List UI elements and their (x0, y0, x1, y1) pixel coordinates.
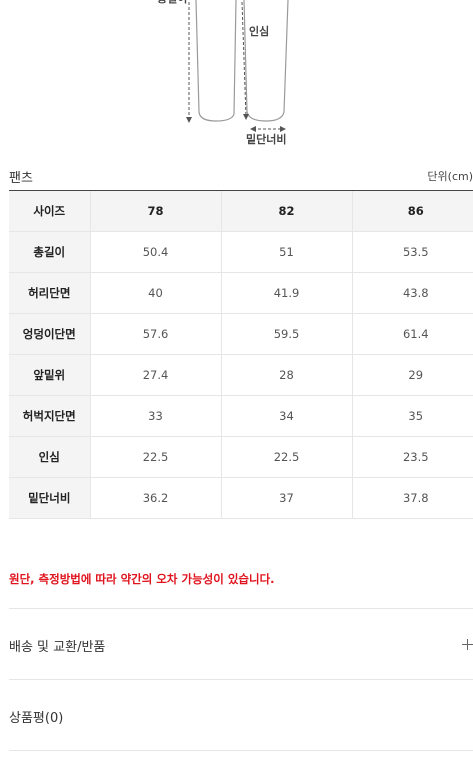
header-cell: 78 (89, 191, 221, 232)
table-cell: 27.4 (89, 354, 221, 396)
measurement-notice: 원단, 측정방법에 따라 약간의 오차 가능성이 있습니다. (9, 572, 275, 586)
table-cell: 23.5 (351, 436, 473, 478)
table-row: 총길이 50.4 51 53.5 (9, 231, 473, 273)
row-label: 엉덩이단면 (9, 313, 90, 355)
plus-icon[interactable] (462, 639, 473, 650)
reviews-accordion-label: 상품평(0) (9, 711, 64, 726)
divider (9, 679, 473, 680)
divider (9, 750, 473, 751)
table-top-rule (9, 190, 473, 191)
shipping-accordion[interactable]: 배송 및 교환/반품 (0, 609, 473, 679)
unit-label: 단위(cm) (427, 170, 473, 183)
header-cell: 사이즈 (9, 191, 90, 232)
table-cell: 37.8 (351, 477, 473, 519)
row-label: 총길이 (9, 231, 90, 273)
hem-width-label: 밑단너비 (246, 133, 287, 146)
table-cell: 34 (220, 395, 352, 437)
table-cell: 51 (220, 231, 352, 273)
header-cell: 86 (351, 191, 473, 232)
table-row: 허리단면 40 41.9 43.8 (9, 272, 473, 314)
table-cell: 22.5 (89, 436, 221, 478)
divider (9, 608, 473, 609)
table-cell: 57.6 (89, 313, 221, 355)
table-cell: 53.5 (351, 231, 473, 273)
table-row: 인심 22.5 22.5 23.5 (9, 436, 473, 478)
row-label: 허리단면 (9, 272, 90, 314)
table-row: 앞밑위 27.4 28 29 (9, 354, 473, 396)
inseam-label: 인심 (249, 25, 270, 38)
table-cell: 35 (351, 395, 473, 437)
total-length-label: 총길이 (157, 0, 188, 4)
pants-diagram: 총길이 인심 밑단너비 (0, 0, 473, 160)
table-row: 허벅지단면 33 34 35 (9, 395, 473, 437)
row-label: 앞밑위 (9, 354, 90, 396)
header-cell: 82 (220, 191, 352, 232)
table-cell: 41.9 (220, 272, 352, 314)
shipping-accordion-label: 배송 및 교환/반품 (9, 640, 106, 655)
table-row: 엉덩이단면 57.6 59.5 61.4 (9, 313, 473, 355)
row-label: 인심 (9, 436, 90, 478)
table-cell: 40 (89, 272, 221, 314)
row-label: 밑단너비 (9, 477, 90, 519)
table-cell: 33 (89, 395, 221, 437)
table-row: 밑단너비 36.2 37 37.8 (9, 477, 473, 519)
reviews-accordion[interactable]: 상품평(0) (0, 680, 473, 750)
table-cell: 59.5 (220, 313, 352, 355)
size-section-header: 팬츠 단위(cm) (9, 167, 473, 189)
table-cell: 43.8 (351, 272, 473, 314)
table-cell: 36.2 (89, 477, 221, 519)
row-label: 허벅지단면 (9, 395, 90, 437)
size-table: 사이즈 78 82 86 총길이 50.4 51 53.5 허리단면 40 41… (9, 191, 473, 519)
table-cell: 37 (220, 477, 352, 519)
table-cell: 61.4 (351, 313, 473, 355)
section-title: 팬츠 (9, 171, 33, 186)
table-header-row: 사이즈 78 82 86 (9, 191, 473, 232)
table-cell: 29 (351, 354, 473, 396)
table-cell: 28 (220, 354, 352, 396)
table-cell: 50.4 (89, 231, 221, 273)
pants-illustration (186, 0, 289, 132)
table-cell: 22.5 (220, 436, 352, 478)
